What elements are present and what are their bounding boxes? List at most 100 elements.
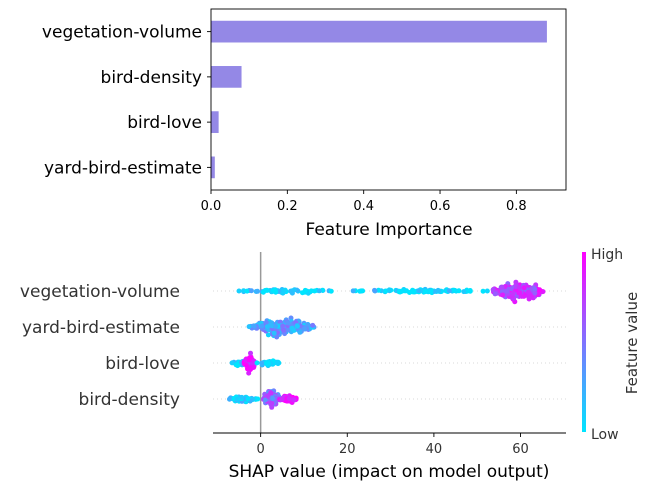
feature-value-colorbar: High Low Feature value bbox=[582, 247, 641, 443]
shap-point bbox=[271, 330, 277, 336]
shap-point bbox=[289, 325, 295, 331]
bar-bird-density bbox=[211, 66, 242, 88]
shap-point bbox=[310, 322, 316, 328]
bar-yard-bird-estimate bbox=[211, 156, 215, 179]
shap-point bbox=[480, 288, 486, 294]
bar-bird-love bbox=[211, 111, 219, 133]
shap-point bbox=[251, 323, 257, 329]
y-tick-label-bird-love: bird-love bbox=[127, 113, 202, 133]
shap-x-tick-label-60: 60 bbox=[512, 442, 529, 457]
shap-point bbox=[245, 396, 251, 402]
shap-point bbox=[259, 323, 265, 329]
shap-point bbox=[521, 285, 527, 291]
shap-point bbox=[456, 288, 462, 294]
shap-point bbox=[532, 290, 538, 296]
shap-point bbox=[532, 286, 538, 292]
x-tick-label-0-4: 0.4 bbox=[353, 199, 374, 214]
shap-point bbox=[517, 290, 523, 296]
shap-point bbox=[229, 360, 235, 366]
shap-point bbox=[386, 287, 392, 293]
x-tick-label-0-8: 0.8 bbox=[506, 199, 527, 214]
shap-beeswarm-chart: vegetation-volume yard-bird-estimate bird-… bbox=[20, 252, 566, 482]
shap-point bbox=[359, 288, 364, 294]
shap-point bbox=[416, 288, 422, 294]
shap-point bbox=[410, 289, 416, 295]
shap-point bbox=[239, 394, 245, 400]
shap-point bbox=[402, 288, 408, 294]
shap-point bbox=[451, 287, 457, 293]
shap-point bbox=[263, 320, 269, 325]
shap-point bbox=[266, 360, 272, 366]
shap-x-axis-label: SHAP value (impact on model output) bbox=[229, 462, 550, 482]
feature-label-vegetation-volume: vegetation-volume bbox=[20, 282, 180, 302]
shap-point bbox=[235, 363, 241, 369]
shap-point bbox=[316, 288, 322, 294]
shap-point bbox=[285, 327, 291, 333]
x-tick-label-0-0: 0.0 bbox=[201, 199, 222, 214]
shap-point bbox=[302, 287, 308, 293]
shap-point bbox=[521, 293, 527, 299]
shap-point bbox=[248, 288, 254, 294]
shap-point bbox=[251, 364, 257, 370]
shap-point bbox=[467, 288, 473, 294]
feature-label-bird-density: bird-density bbox=[79, 390, 180, 410]
shap-point bbox=[525, 289, 531, 295]
colorbar-gradient bbox=[582, 252, 586, 432]
shap-point bbox=[270, 396, 276, 401]
shap-point bbox=[291, 397, 297, 403]
shap-point bbox=[537, 287, 543, 293]
x-tick-label-0-2: 0.2 bbox=[277, 199, 298, 214]
bar-vegetation-volume bbox=[211, 20, 547, 43]
shap-point bbox=[248, 350, 253, 356]
shap-point bbox=[281, 327, 287, 333]
shap-point bbox=[280, 290, 286, 296]
x-axis-label: Feature Importance bbox=[305, 220, 472, 240]
shap-point bbox=[255, 288, 260, 294]
shap-point bbox=[274, 359, 280, 365]
shap-x-tick-label-20: 20 bbox=[339, 442, 356, 457]
shap-point bbox=[244, 288, 250, 294]
shap-point bbox=[279, 396, 285, 402]
shap-point bbox=[504, 288, 510, 294]
y-tick-label-bird-density: bird-density bbox=[101, 68, 202, 88]
shap-point bbox=[292, 287, 298, 293]
shap-point bbox=[422, 289, 428, 295]
shap-point bbox=[490, 287, 496, 293]
x-tick-label-0-6: 0.6 bbox=[430, 199, 451, 214]
y-tick-label-yard-bird-estimate: yard-bird-estimate bbox=[44, 158, 202, 178]
shap-point bbox=[260, 289, 266, 295]
shap-point bbox=[286, 396, 292, 402]
shap-point bbox=[446, 288, 452, 294]
shap-point bbox=[264, 324, 270, 330]
shap-x-tick-label-0: 0 bbox=[257, 442, 265, 457]
shap-point bbox=[246, 370, 252, 376]
colorbar-low-label: Low bbox=[591, 427, 619, 443]
shap-point bbox=[268, 390, 274, 396]
shap-point bbox=[484, 288, 490, 294]
shap-point bbox=[227, 396, 232, 402]
shap-point bbox=[499, 284, 505, 290]
shap-point bbox=[280, 323, 286, 329]
shap-point bbox=[274, 334, 280, 340]
shap-point bbox=[265, 332, 271, 338]
shap-point bbox=[397, 289, 403, 295]
shap-point bbox=[461, 289, 467, 295]
shap-point bbox=[492, 291, 498, 297]
shap-point bbox=[270, 288, 276, 293]
shap-point bbox=[246, 324, 252, 330]
shap-point bbox=[236, 288, 242, 294]
shap-point bbox=[255, 396, 261, 402]
feature-importance-chart: vegetation-volume bird-density bird-love ya… bbox=[42, 8, 567, 240]
shap-point bbox=[243, 362, 249, 368]
shap-point bbox=[302, 326, 308, 332]
shap-point bbox=[508, 286, 514, 292]
colorbar-high-label: High bbox=[591, 247, 623, 263]
shap-point bbox=[513, 279, 519, 285]
shap-x-tick-label-40: 40 bbox=[426, 442, 443, 457]
shap-point bbox=[428, 288, 434, 294]
shap-point bbox=[246, 357, 252, 363]
shap-point bbox=[273, 323, 279, 329]
shap-point bbox=[254, 360, 260, 366]
shap-point bbox=[500, 292, 506, 298]
